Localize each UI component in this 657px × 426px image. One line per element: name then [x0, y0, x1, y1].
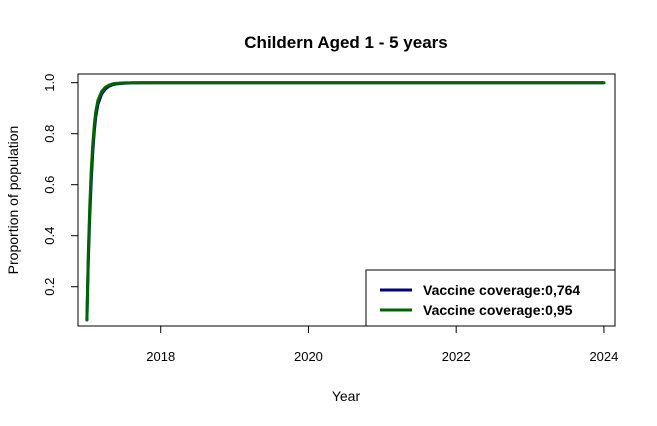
x-tick-label: 2022 — [442, 349, 471, 364]
x-axis-label: Year — [332, 388, 361, 404]
chart-title: Childern Aged 1 - 5 years — [244, 33, 447, 52]
series-layer — [85, 81, 606, 322]
legend-label-2: Vaccine coverage:0,95 — [423, 302, 573, 318]
legend-label-1: Vaccine coverage:0,764 — [423, 282, 580, 298]
x-tick-label: 2024 — [589, 349, 618, 364]
y-tick-label: 0.6 — [42, 176, 57, 194]
y-tick-label: 1.0 — [42, 74, 57, 92]
x-tick-label: 2018 — [146, 349, 175, 364]
y-tick-label: 0.8 — [42, 125, 57, 143]
series-line-2 — [85, 81, 606, 322]
x-tick-label: 2020 — [294, 349, 323, 364]
legend-box — [365, 269, 616, 327]
legend: Vaccine coverage:0,764 Vaccine coverage:0… — [365, 269, 616, 327]
y-tick-label: 0.4 — [42, 227, 57, 245]
y-tick-label: 0.2 — [42, 278, 57, 296]
y-axis: 0.2 0.4 0.6 0.8 1.0 — [42, 74, 79, 296]
x-axis: 2018 2020 2022 2024 — [146, 325, 618, 364]
y-axis-label: Proportion of population — [5, 126, 21, 275]
